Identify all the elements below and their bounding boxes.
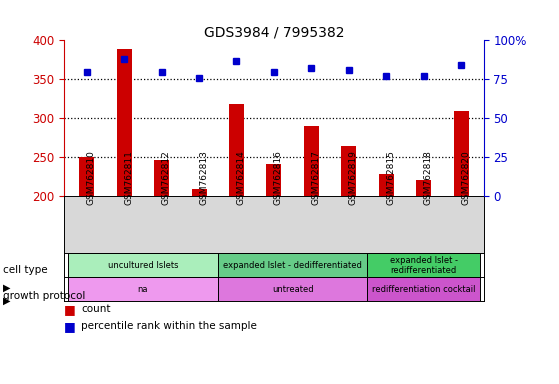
Bar xyxy=(218,277,367,301)
Text: GSM762810: GSM762810 xyxy=(87,150,96,205)
Text: cell type: cell type xyxy=(3,265,48,275)
Bar xyxy=(79,157,94,197)
Bar xyxy=(154,160,169,197)
Text: untreated: untreated xyxy=(272,285,314,294)
Text: GSM762814: GSM762814 xyxy=(236,150,245,205)
Text: GSM762813: GSM762813 xyxy=(199,150,208,205)
Text: expanded Islet -
redifferentiated: expanded Islet - redifferentiated xyxy=(390,256,458,275)
Text: GSM762815: GSM762815 xyxy=(386,150,395,205)
Title: GDS3984 / 7995382: GDS3984 / 7995382 xyxy=(203,25,344,39)
Text: GSM762819: GSM762819 xyxy=(349,150,358,205)
Text: GSM762816: GSM762816 xyxy=(274,150,283,205)
Text: GSM762811: GSM762811 xyxy=(124,150,133,205)
Bar xyxy=(229,104,244,197)
Bar xyxy=(453,111,468,197)
Text: ▶: ▶ xyxy=(3,296,10,306)
Bar xyxy=(416,180,431,197)
Bar xyxy=(68,253,218,277)
Text: ■: ■ xyxy=(64,320,76,333)
Text: ▶: ▶ xyxy=(3,283,10,293)
Text: ■: ■ xyxy=(64,303,76,316)
Bar xyxy=(192,189,206,197)
Text: redifferentiation cocktail: redifferentiation cocktail xyxy=(372,285,475,294)
Bar xyxy=(342,146,356,197)
Text: count: count xyxy=(81,304,111,314)
Bar xyxy=(379,174,394,197)
Bar xyxy=(367,277,480,301)
Bar xyxy=(68,277,218,301)
Bar xyxy=(367,253,480,277)
Text: growth protocol: growth protocol xyxy=(3,291,85,301)
Text: na: na xyxy=(138,285,148,294)
Text: GSM762818: GSM762818 xyxy=(424,150,433,205)
Text: expanded Islet - dedifferentiated: expanded Islet - dedifferentiated xyxy=(223,261,362,270)
Text: percentile rank within the sample: percentile rank within the sample xyxy=(81,321,257,331)
Bar xyxy=(218,253,367,277)
Text: uncultured Islets: uncultured Islets xyxy=(108,261,178,270)
Bar xyxy=(267,164,281,197)
Bar xyxy=(304,126,319,197)
Text: GSM762817: GSM762817 xyxy=(311,150,320,205)
Text: GSM762812: GSM762812 xyxy=(162,150,170,205)
Text: GSM762820: GSM762820 xyxy=(461,150,470,205)
Bar xyxy=(117,49,132,197)
